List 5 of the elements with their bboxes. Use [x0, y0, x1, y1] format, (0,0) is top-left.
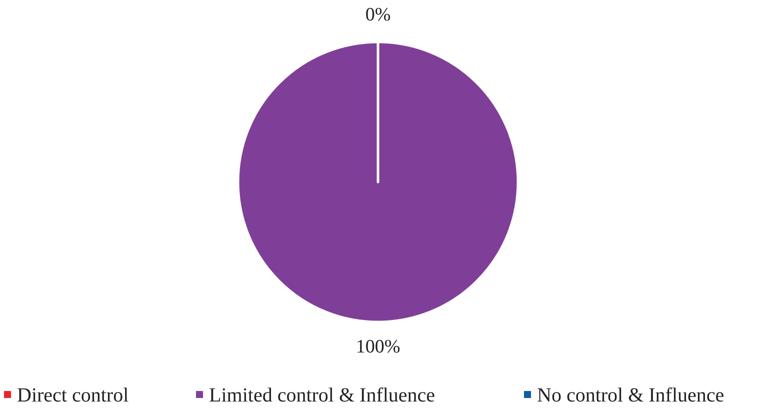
- data-label: 100%: [356, 336, 400, 358]
- legend-label: Direct control: [17, 384, 130, 407]
- legend-label: No control & Influence: [537, 384, 724, 407]
- text: 0%: [365, 4, 391, 26]
- legend-label: Limited control & Influence: [209, 384, 436, 407]
